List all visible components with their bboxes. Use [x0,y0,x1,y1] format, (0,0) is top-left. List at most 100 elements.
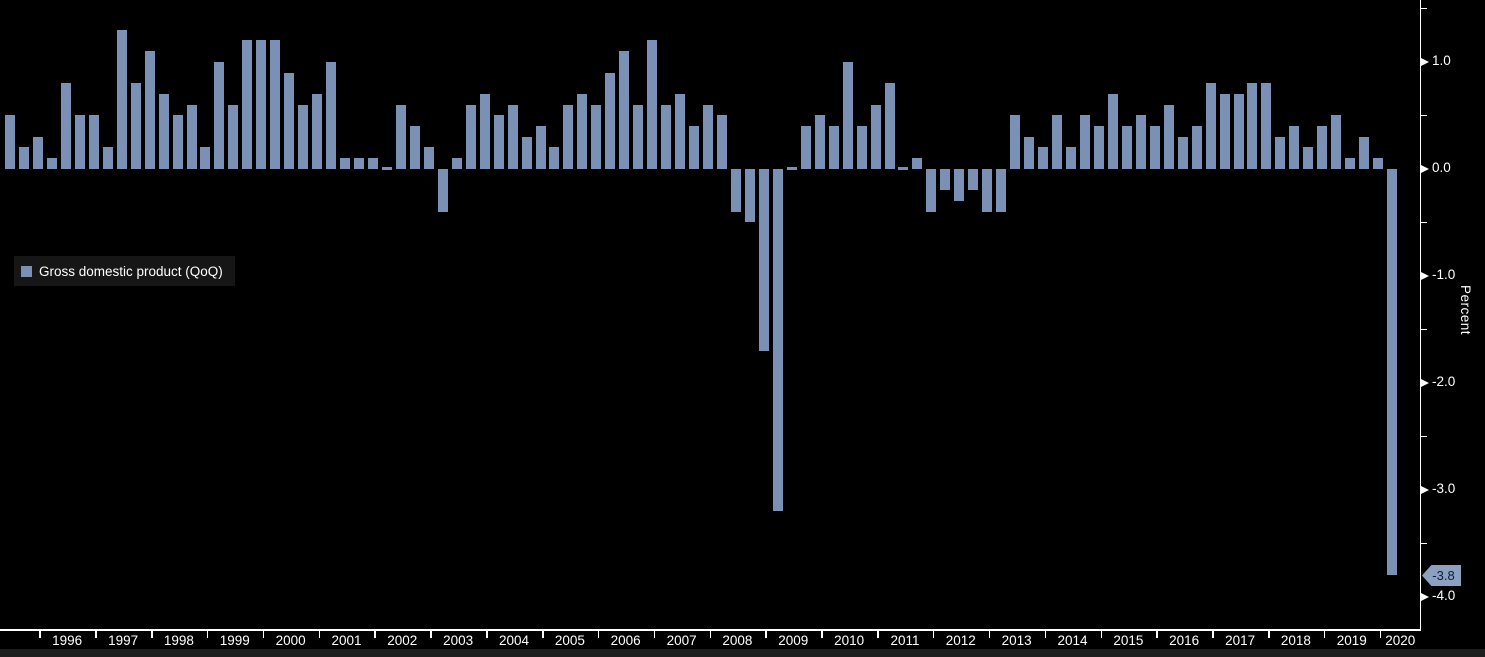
bar-2013-Q2[interactable] [1010,115,1021,169]
bar-2018-Q1[interactable] [1275,136,1286,169]
bar-1995-Q3[interactable] [19,147,29,169]
bar-1995-Q2[interactable] [5,115,15,169]
bar-2009-Q1[interactable] [772,168,783,512]
bar-2012-Q2[interactable] [954,168,965,201]
bar-2010-Q3[interactable] [856,126,867,169]
bar-2007-Q3[interactable] [689,126,699,169]
bar-2005-Q1[interactable] [549,147,560,169]
bar-2001-Q3[interactable] [354,158,364,169]
bar-2016-Q4[interactable] [1205,83,1216,169]
bar-2010-Q4[interactable] [870,104,881,169]
bar-2004-Q4[interactable] [535,126,546,169]
bar-1995-Q4[interactable] [32,136,43,169]
bar-2002-Q4[interactable] [423,147,434,169]
bar-2000-Q3[interactable] [298,104,309,169]
bar-2015-Q3[interactable] [1135,115,1146,169]
bar-2016-Q3[interactable] [1191,126,1202,169]
bar-1999-Q1[interactable] [214,61,225,169]
bar-2014-Q3[interactable] [1079,115,1090,169]
bar-2019-Q1[interactable] [1331,115,1342,169]
legend[interactable]: Gross domestic product (QoQ) [14,256,235,286]
bar-2001-Q2[interactable] [340,158,350,169]
bar-2008-Q2[interactable] [730,168,741,212]
bar-2017-Q3[interactable] [1247,83,1258,169]
bar-2020-Q1[interactable] [1387,168,1397,576]
bar-2011-Q3[interactable] [912,158,923,169]
bar-2014-Q2[interactable] [1066,147,1076,169]
bar-2014-Q4[interactable] [1093,126,1104,169]
bar-2008-Q1[interactable] [717,115,727,169]
bar-2007-Q2[interactable] [675,93,686,169]
bar-2000-Q1[interactable] [270,40,281,169]
bar-1999-Q2[interactable] [228,104,239,169]
bar-2003-Q2[interactable] [451,158,462,169]
bar-1997-Q2[interactable] [116,29,127,169]
bar-1999-Q3[interactable] [242,40,253,169]
bar-1996-Q4[interactable] [88,115,99,169]
bar-2009-Q2[interactable] [786,167,797,170]
bar-2007-Q1[interactable] [661,104,672,169]
bar-1997-Q4[interactable] [144,51,155,169]
bar-2005-Q3[interactable] [577,93,588,169]
bar-2006-Q2[interactable] [619,51,630,169]
bar-2017-Q2[interactable] [1233,93,1244,169]
bar-2005-Q2[interactable] [563,104,574,169]
bar-2002-Q1[interactable] [381,167,392,170]
bar-2006-Q3[interactable] [633,104,644,169]
bar-2019-Q2[interactable] [1345,158,1356,169]
bar-2018-Q4[interactable] [1317,126,1328,169]
bar-2017-Q4[interactable] [1261,83,1272,169]
bar-2015-Q4[interactable] [1149,126,1160,169]
bar-2003-Q3[interactable] [465,104,476,169]
bar-2009-Q4[interactable] [814,115,825,169]
bar-1998-Q3[interactable] [186,104,197,169]
bar-2013-Q1[interactable] [996,168,1007,212]
bar-2003-Q1[interactable] [437,168,448,212]
bar-1996-Q1[interactable] [46,158,57,169]
bar-1998-Q2[interactable] [172,115,183,169]
bar-2006-Q4[interactable] [647,40,658,169]
bar-2003-Q4[interactable] [479,93,490,169]
bar-2011-Q1[interactable] [884,83,895,169]
bar-2013-Q3[interactable] [1024,136,1035,169]
bar-2015-Q2[interactable] [1121,126,1132,169]
bar-2016-Q1[interactable] [1163,104,1174,169]
bar-1996-Q2[interactable] [60,83,71,169]
bar-2002-Q3[interactable] [409,126,420,169]
bar-2011-Q2[interactable] [898,167,909,170]
bar-1997-Q1[interactable] [102,147,113,169]
bar-1996-Q3[interactable] [74,115,85,169]
bar-2018-Q3[interactable] [1303,147,1314,169]
bar-2013-Q4[interactable] [1038,147,1048,169]
bar-2000-Q2[interactable] [284,72,295,169]
bar-2009-Q3[interactable] [800,126,811,169]
bar-2004-Q1[interactable] [493,115,504,169]
bar-2007-Q4[interactable] [703,104,713,169]
bar-2011-Q4[interactable] [926,168,937,212]
bar-1997-Q3[interactable] [130,83,141,169]
bar-2014-Q1[interactable] [1052,115,1062,169]
bar-2019-Q3[interactable] [1359,136,1370,169]
bar-2000-Q4[interactable] [312,93,323,169]
bar-2016-Q2[interactable] [1177,136,1188,169]
bar-2008-Q4[interactable] [758,168,769,351]
bar-2018-Q2[interactable] [1289,126,1300,169]
bar-1999-Q4[interactable] [256,40,267,169]
bar-2002-Q2[interactable] [395,104,406,169]
bar-2004-Q3[interactable] [521,136,532,169]
bar-2005-Q4[interactable] [591,104,602,169]
bar-2012-Q3[interactable] [968,168,979,191]
bar-2010-Q2[interactable] [842,61,853,169]
bar-2017-Q1[interactable] [1219,93,1230,169]
bar-2019-Q4[interactable] [1373,158,1384,169]
bar-2004-Q2[interactable] [507,104,518,169]
bar-1998-Q4[interactable] [200,147,211,169]
bar-2008-Q3[interactable] [744,168,755,223]
bar-1998-Q1[interactable] [158,93,169,169]
bar-2010-Q1[interactable] [828,126,839,169]
bar-2001-Q4[interactable] [368,158,378,169]
bar-2012-Q1[interactable] [940,168,951,191]
bar-2012-Q4[interactable] [982,168,993,212]
bar-2015-Q1[interactable] [1107,93,1118,169]
bar-2006-Q1[interactable] [605,72,616,169]
